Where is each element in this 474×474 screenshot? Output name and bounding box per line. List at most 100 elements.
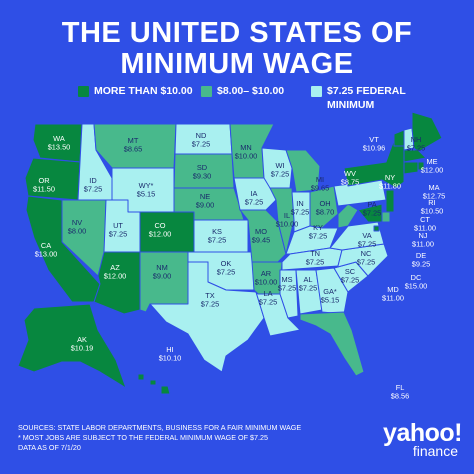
state-label-oh: OH $8.70 [316,199,335,217]
legend-item-federal: $7.25 FEDERAL MINIMUM [311,84,427,112]
state-wage: $7.25 [341,276,360,285]
state-code: MT [128,136,139,145]
state-code: WV [344,169,356,178]
state-fl [299,311,365,377]
footer-notes: SOURCES: STATE LABOR DEPARTMENTS, BUSINE… [18,423,348,453]
state-wage: $13.50 [48,143,71,152]
state-label-wi: WI $7.25 [271,161,290,179]
state-code: ME [426,157,437,166]
state-label-hi: HI $10.10 [159,345,182,363]
legend-label-federal: $7.25 FEDERAL MINIMUM [327,85,406,111]
state-wage: $7.25 [245,198,264,207]
state-code: WA [53,134,65,143]
state-or [24,157,81,201]
state-wage: $10.19 [71,344,94,353]
title-line-2: MINIMUM WAGE [120,48,354,80]
state-wage: $8.00 [68,227,87,236]
legend-label-high: MORE THAN $10.00 [94,85,193,97]
state-label-id: ID $7.25 [84,176,103,194]
brand-sub: finance [412,443,458,459]
state-label-in: IN $7.25 [291,199,310,217]
state-code: AZ [110,263,120,272]
state-label-mo: MO $9.45 [252,227,271,245]
state-code: GA* [323,287,337,296]
state-label-nh: NH $7.25 [407,135,426,153]
state-code: MO [255,227,267,236]
map-title: THE UNITED STATES OF MINIMUM WAGE [0,18,474,80]
state-code: NJ [418,231,427,240]
state-code: DC [411,273,422,282]
state-code: MA [428,183,439,192]
state-wage: $8.75 [341,178,360,187]
state-wage: $9.25 [412,260,431,269]
state-label-tn: TN $7.25 [306,249,325,267]
state-code: ND [196,131,207,140]
state-wage: $9.30 [193,172,212,181]
state-wage: $7.25 [407,144,426,153]
state-label-nc: NC $7.25 [357,249,376,267]
state-label-wy: WY* $5.15 [137,181,156,199]
state-label-sc: SC $7.25 [341,267,360,285]
state-code: TN [310,249,320,258]
state-label-ca: CA $13.00 [35,241,58,259]
state-code: WY* [139,181,154,190]
legend-item-high: MORE THAN $10.00 [78,84,193,98]
state-wage: $9.00 [153,272,172,281]
state-md [357,203,383,223]
state-label-me: ME $12.00 [421,157,444,175]
state-ny [343,139,405,189]
state-wage: $7.25 [357,258,376,267]
state-wage: $7.25 [309,232,328,241]
state-wage: $8.70 [316,208,335,217]
state-wv [337,203,359,229]
legend-item-mid: $8.00– $10.00 [201,84,284,98]
state-wage: $5.15 [321,296,340,305]
legend-swatch-high [78,86,89,97]
state-wage: $11.00 [412,240,434,249]
state-label-la: LA $7.25 [259,289,278,307]
state-label-il: IL $10.00 [276,211,299,229]
state-ma [403,149,427,163]
state-code: NC [361,249,372,258]
state-code: WI [275,161,284,170]
state-wage: $7.25 [278,284,297,293]
state-code: HI [166,345,173,354]
state-wage: $10.96 [363,144,386,153]
legend-swatch-mid [201,86,212,97]
state-label-mi: MI $9.65 [311,175,330,193]
state-code: VT [369,135,379,144]
state-label-ia: IA $7.25 [245,189,264,207]
state-code: CO [154,221,165,230]
state-label-ga: GA* $5.15 [321,287,340,305]
state-code: OH [319,199,330,208]
state-wage: $7.25 [192,140,211,149]
state-wage: $15.00 [405,282,428,291]
state-label-nd: ND $7.25 [192,131,211,149]
state-wage: $7.25 [217,268,236,277]
state-label-az: AZ $12.00 [104,263,127,281]
state-label-co: CO $12.00 [149,221,172,239]
state-wage: $7.25 [358,240,377,249]
state-vt [393,129,405,147]
state-hi [137,373,171,395]
state-code: MN [240,143,252,152]
state-code: MS [281,275,292,284]
state-code: IN [296,199,303,208]
state-label-ky: KY $7.25 [309,223,328,241]
footer-date: DATA AS OF 7/1/20 [18,443,81,452]
state-wage: $13.00 [35,250,58,259]
state-code: OK [221,259,232,268]
state-code: MI [316,175,324,184]
state-label-ms: MS $7.25 [278,275,297,293]
state-wage: $9.65 [311,184,330,193]
state-label-vt: VT $10.96 [363,135,386,153]
state-code: OR [38,176,49,185]
state-mo [239,209,287,263]
state-wage: $8.56 [391,392,410,401]
state-ct [403,161,419,175]
state-wage: $8.65 [124,145,143,154]
state-wage: $12.00 [421,166,444,175]
state-wage: $12.75 [423,192,446,201]
state-wage: $7.25 [259,298,278,307]
